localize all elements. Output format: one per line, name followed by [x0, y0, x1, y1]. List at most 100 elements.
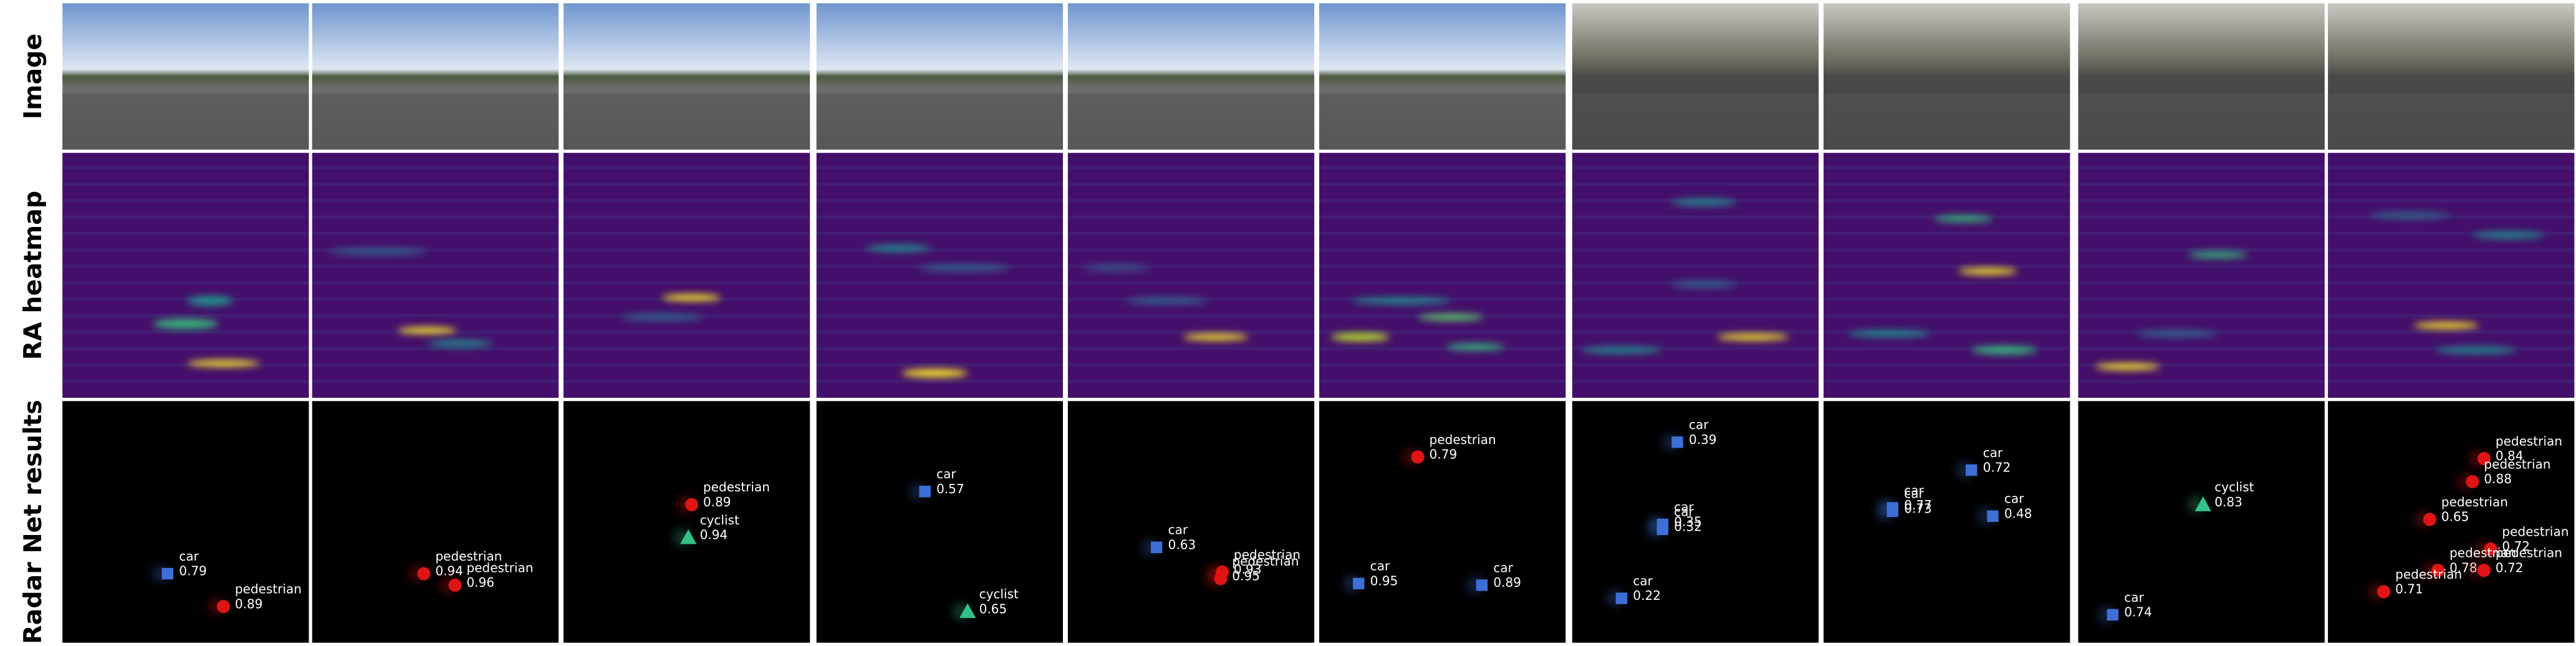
heatmap-streak [1319, 347, 1566, 350]
pedestrian-marker [2477, 451, 2491, 466]
heatmap-blob [397, 327, 457, 334]
detection-score: 0.71 [2395, 582, 2423, 597]
radar-results [563, 401, 810, 643]
heatmap-streak [312, 347, 559, 350]
heatmap-streak [1824, 264, 2070, 268]
road [1067, 94, 1315, 150]
heatmap-streak [312, 215, 559, 219]
road [563, 94, 810, 150]
ra-heatmap [1824, 153, 2070, 398]
pedestrian-marker [1411, 450, 1425, 464]
heatmap-streak [312, 231, 559, 235]
heatmap-blob [1958, 268, 2018, 275]
heatmap-streak [1572, 231, 1819, 235]
heatmap-streak [1319, 379, 1566, 383]
detection-class: pedestrian [2395, 567, 2462, 582]
heatmap-streak [1824, 363, 2070, 367]
heatmap-streak [1824, 166, 2070, 170]
ra-heatmap [1067, 153, 1315, 398]
road [62, 94, 309, 150]
road [1572, 94, 1819, 150]
heatmap-blob [2413, 322, 2479, 329]
heatmap-blob [621, 314, 703, 321]
heatmap-streak [1067, 198, 1315, 203]
heatmap-streak [1319, 330, 1566, 334]
car-marker [1615, 592, 1628, 604]
heatmap-streak [1824, 314, 2070, 317]
heatmap-streak [312, 297, 559, 301]
heatmap-streak [1319, 264, 1566, 268]
heatmap-streak [1067, 215, 1315, 219]
radar-results [2328, 401, 2575, 643]
detection-score: 0.89 [1493, 575, 1521, 590]
heatmap-blob [329, 248, 428, 255]
detection-score: 0.74 [2124, 605, 2152, 620]
heatmap-blob [1671, 281, 1737, 288]
heatmap-streak [1572, 330, 1819, 334]
heatmap-streak [2078, 264, 2325, 268]
detection-class: pedestrian [703, 480, 770, 494]
heatmap-streak [2078, 297, 2325, 301]
detection-score: 0.95 [1232, 569, 1260, 584]
heatmap-streak [2328, 198, 2575, 203]
heatmap-streak [2078, 363, 2325, 367]
heatmap-streak [1319, 166, 1566, 170]
heatmap-streak [816, 314, 1063, 317]
heatmap-blob [1933, 215, 1993, 222]
heatmap-streak [563, 281, 810, 285]
heatmap-streak [2328, 264, 2575, 268]
heatmap-streak [1067, 314, 1315, 317]
heatmap-streak [62, 231, 309, 235]
heatmap-streak [816, 379, 1063, 383]
heatmap-streak [1067, 166, 1315, 170]
row-label: Radar Net results [19, 400, 47, 644]
heatmap-streak [1572, 297, 1819, 301]
heatmap-streak [1067, 379, 1315, 383]
car-marker [1656, 523, 1669, 536]
heatmap-streak [62, 330, 309, 334]
pedestrian-marker [216, 600, 230, 614]
pedestrian-marker [448, 578, 462, 592]
heatmap-streak [2328, 314, 2575, 317]
detection-class: car [936, 466, 956, 481]
detection-class: pedestrian [435, 549, 502, 564]
heatmap-streak [62, 166, 309, 170]
detection-score: 0.72 [2496, 560, 2524, 575]
car-marker [1353, 577, 1365, 590]
row-label: Image [19, 34, 47, 120]
heatmap-streak [1067, 347, 1315, 350]
heatmap-streak [312, 363, 559, 367]
detection-score: 0.95 [1370, 573, 1398, 588]
heatmap-streak [1572, 314, 1819, 317]
detection-class: pedestrian [2496, 433, 2562, 448]
heatmap-blob [427, 340, 493, 347]
heatmap-streak [2328, 166, 2575, 170]
detection-class: car [1674, 499, 1694, 514]
heatmap-blob [2434, 347, 2517, 354]
heatmap-streak [816, 182, 1063, 186]
detection-score: 0.93 [1234, 562, 1262, 577]
heatmap-streak [1067, 281, 1315, 285]
heatmap-streak [62, 363, 309, 367]
detection-class: pedestrian [1234, 547, 1300, 562]
heatmap-blob [2135, 330, 2218, 337]
heatmap-streak [563, 215, 810, 219]
heatmap-blob [918, 264, 1011, 271]
heatmap-streak [1572, 347, 1819, 350]
heatmap-streak [1824, 297, 2070, 301]
detection-class: car [1904, 486, 1924, 501]
heatmap-streak [1319, 231, 1566, 235]
heatmap-blob [1084, 264, 1150, 271]
heatmap-blob [187, 296, 234, 306]
heatmap-streak [1824, 231, 2070, 235]
heatmap-blob [2094, 363, 2161, 370]
heatmap-streak [1572, 215, 1819, 219]
pedestrian-marker [2484, 542, 2497, 556]
heatmap-blob [1352, 297, 1451, 304]
detection-class: pedestrian [2496, 546, 2562, 561]
heatmap-streak [2078, 347, 2325, 350]
car-marker [2107, 609, 2119, 621]
